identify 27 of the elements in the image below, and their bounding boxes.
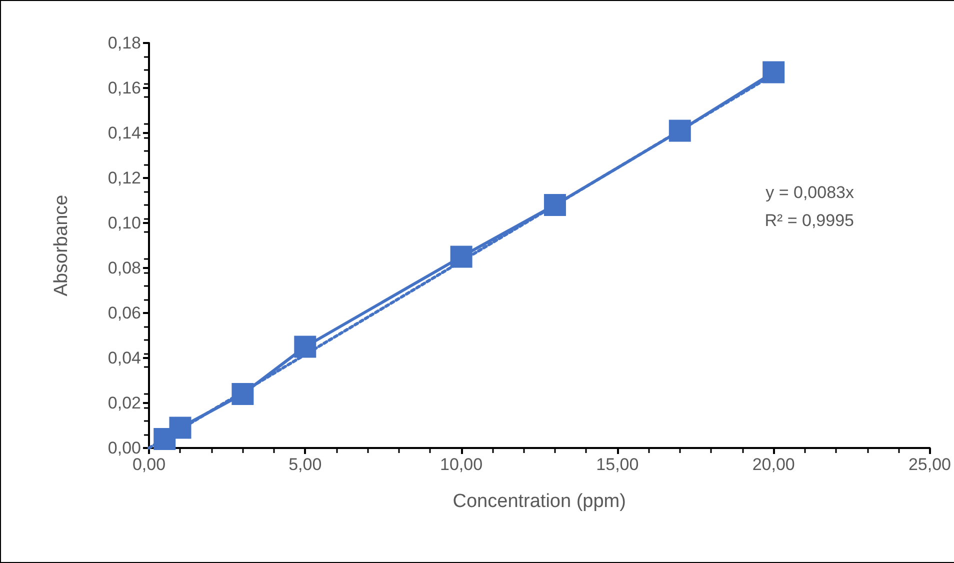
x-tick-label: 15,00 bbox=[596, 455, 639, 474]
y-tick-label: 0,18 bbox=[108, 34, 141, 52]
point bbox=[544, 194, 566, 216]
y-tick-label: 0,06 bbox=[108, 304, 141, 322]
x-axis-title: Concentration (ppm) bbox=[452, 491, 626, 512]
y-tick-label: 0,04 bbox=[108, 348, 141, 368]
point bbox=[169, 416, 192, 439]
point bbox=[232, 383, 254, 405]
annotation: R² = 0,9995 bbox=[764, 211, 854, 230]
x-tick-label: 20,00 bbox=[752, 455, 795, 474]
point bbox=[668, 120, 691, 142]
x-tick-label: 5,00 bbox=[288, 455, 322, 474]
y-tick-label: 0,00 bbox=[108, 438, 141, 458]
annotation: y = 0,0083x bbox=[766, 183, 854, 202]
y-tick-label: 0,02 bbox=[108, 394, 141, 412]
point bbox=[450, 246, 472, 268]
y-tick-label: 0,16 bbox=[108, 78, 141, 98]
y-tick-label: 0,12 bbox=[108, 168, 141, 188]
point bbox=[294, 336, 316, 358]
x-tick-label: 25,00 bbox=[908, 455, 952, 474]
x-tick-label: 10,00 bbox=[440, 455, 483, 474]
x-tick-label: 0,00 bbox=[132, 455, 166, 474]
point bbox=[762, 61, 785, 84]
y-axis-title: Absorbance bbox=[51, 194, 72, 296]
y-tick-label: 0,10 bbox=[108, 214, 141, 232]
y-tick-label: 0,08 bbox=[108, 258, 141, 278]
y-tick-label: 0,14 bbox=[108, 124, 141, 142]
